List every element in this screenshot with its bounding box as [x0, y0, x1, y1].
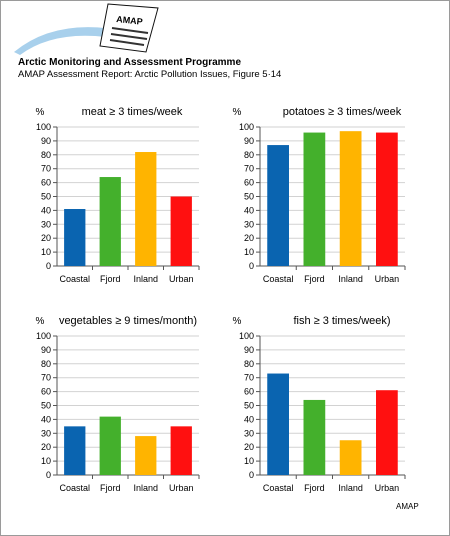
- bar-coastal: [64, 209, 86, 266]
- y-tick-label: 10: [244, 247, 254, 257]
- x-tick-label: Fjord: [100, 274, 121, 284]
- x-tick-label: Coastal: [59, 483, 90, 493]
- y-tick-label: 90: [41, 136, 51, 146]
- logo-text: AMAP: [116, 14, 143, 27]
- bar-inland: [135, 436, 157, 475]
- y-tick-label: 0: [46, 261, 51, 271]
- y-tick-label: 80: [41, 150, 51, 160]
- y-tick-label: 20: [41, 442, 51, 452]
- chart-title: meat ≥ 3 times/week: [82, 106, 183, 118]
- x-tick-label: Fjord: [304, 274, 325, 284]
- y-tick-label: 90: [244, 345, 254, 355]
- chart-title: fish ≥ 3 times/week): [293, 315, 390, 327]
- bar-fjord: [303, 399, 326, 475]
- y-tick-label: 40: [41, 205, 51, 215]
- x-tick-label: Urban: [169, 483, 194, 493]
- y-tick-label: 50: [41, 401, 51, 411]
- footer-credit: AMAP: [396, 502, 419, 511]
- amap-logo: AMAP: [14, 3, 159, 55]
- y-axis-label: %: [233, 316, 242, 327]
- y-tick-label: 40: [244, 414, 254, 424]
- y-tick-label: 100: [239, 122, 254, 132]
- bar-urban: [376, 132, 398, 266]
- bar-coastal: [267, 373, 289, 475]
- y-axis-label: %: [233, 107, 242, 118]
- y-tick-label: 80: [41, 359, 51, 369]
- y-tick-label: 60: [41, 178, 51, 188]
- y-tick-label: 100: [36, 331, 51, 341]
- y-tick-label: 70: [244, 373, 254, 383]
- y-tick-label: 70: [41, 164, 51, 174]
- y-tick-label: 10: [41, 456, 51, 466]
- y-tick-label: 0: [249, 470, 254, 480]
- chart-title: potatoes ≥ 3 times/week: [283, 106, 402, 118]
- bar-fjord: [99, 177, 121, 266]
- bar-inland: [339, 131, 362, 266]
- x-tick-label: Urban: [375, 483, 400, 493]
- bar-inland: [339, 440, 362, 475]
- x-tick-label: Inland: [338, 274, 363, 284]
- x-tick-label: Fjord: [100, 483, 121, 493]
- y-tick-label: 70: [41, 373, 51, 383]
- y-tick-label: 0: [46, 470, 51, 480]
- bar-fjord: [99, 416, 121, 475]
- bar-fjord: [303, 132, 326, 266]
- y-tick-label: 10: [244, 456, 254, 466]
- y-tick-label: 50: [41, 192, 51, 202]
- y-tick-label: 50: [244, 192, 254, 202]
- y-tick-label: 100: [36, 122, 51, 132]
- y-tick-label: 50: [244, 401, 254, 411]
- y-tick-label: 30: [41, 219, 51, 229]
- y-tick-label: 30: [244, 428, 254, 438]
- page-subtitle: AMAP Assessment Report: Arctic Pollution…: [18, 69, 282, 80]
- x-tick-label: Coastal: [263, 483, 294, 493]
- y-axis-label: %: [36, 107, 45, 118]
- y-tick-label: 60: [244, 178, 254, 188]
- bar-coastal: [267, 145, 289, 266]
- y-tick-label: 60: [244, 387, 254, 397]
- y-tick-label: 70: [244, 164, 254, 174]
- chart-title: vegetables ≥ 9 times/month): [59, 315, 197, 327]
- y-tick-label: 100: [239, 331, 254, 341]
- y-axis-label: %: [36, 316, 45, 327]
- y-tick-label: 20: [244, 442, 254, 452]
- y-tick-label: 20: [41, 233, 51, 243]
- x-tick-label: Coastal: [263, 274, 294, 284]
- bar-inland: [135, 152, 157, 266]
- y-tick-label: 10: [41, 247, 51, 257]
- y-tick-label: 80: [244, 359, 254, 369]
- y-tick-label: 30: [41, 428, 51, 438]
- y-tick-label: 30: [244, 219, 254, 229]
- page-title: Arctic Monitoring and Assessment Program…: [18, 57, 242, 68]
- y-tick-label: 0: [249, 261, 254, 271]
- y-tick-label: 60: [41, 387, 51, 397]
- x-tick-label: Urban: [375, 274, 400, 284]
- y-tick-label: 40: [41, 414, 51, 424]
- y-tick-label: 20: [244, 233, 254, 243]
- y-tick-label: 40: [244, 205, 254, 215]
- x-tick-label: Urban: [169, 274, 194, 284]
- y-tick-label: 90: [41, 345, 51, 355]
- x-tick-label: Inland: [133, 274, 158, 284]
- x-tick-label: Inland: [338, 483, 363, 493]
- bar-urban: [376, 390, 398, 475]
- x-tick-label: Coastal: [59, 274, 90, 284]
- x-tick-label: Inland: [133, 483, 158, 493]
- bar-urban: [170, 196, 192, 266]
- y-tick-label: 90: [244, 136, 254, 146]
- x-tick-label: Fjord: [304, 483, 325, 493]
- bar-urban: [170, 426, 192, 475]
- y-tick-label: 80: [244, 150, 254, 160]
- bar-coastal: [64, 426, 86, 475]
